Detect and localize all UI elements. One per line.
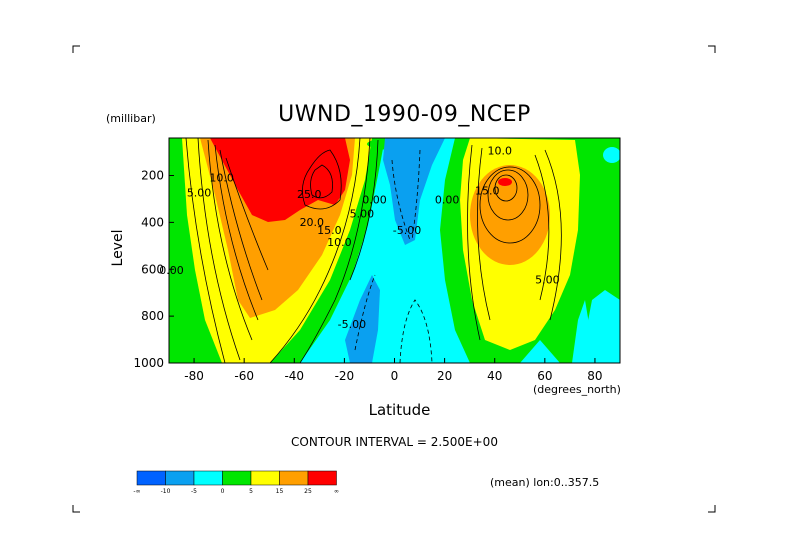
contour-label: 10.0 bbox=[209, 171, 234, 184]
contour-interval-label: CONTOUR INTERVAL = 2.500E+00 bbox=[291, 435, 498, 449]
contour-label: 20.0 bbox=[300, 216, 325, 229]
colorbar-label: 0 bbox=[221, 488, 225, 495]
colorbar-swatch bbox=[136, 470, 166, 486]
x-tick-label: 60 bbox=[537, 369, 552, 383]
x-tick-label: -80 bbox=[184, 369, 204, 383]
contour-label: 0.00 bbox=[159, 264, 184, 277]
y-tick-label: 400 bbox=[141, 215, 164, 229]
y-units-label: (millibar) bbox=[106, 112, 156, 125]
colorbar-label: 15 bbox=[276, 488, 284, 495]
contour-label: 0.00 bbox=[435, 194, 460, 207]
colorbar-label: -10 bbox=[161, 488, 171, 495]
colorbar-swatch bbox=[279, 470, 309, 486]
contour-labels: 10.05.000.0025.020.015.010.05.000.00-5.0… bbox=[159, 144, 559, 330]
colorbar-swatch bbox=[222, 470, 252, 486]
contour-label: 15.0 bbox=[475, 184, 500, 197]
colorbar-label: 25 bbox=[304, 488, 312, 495]
x-tick-label: 80 bbox=[587, 369, 602, 383]
colorbar-swatch bbox=[250, 470, 280, 486]
y-axis-ticks: 200 400 600 800 1000 bbox=[133, 169, 174, 370]
contour-label: -5.00 bbox=[338, 318, 366, 331]
contour-label: 5.00 bbox=[350, 208, 375, 221]
y-tick-label: 200 bbox=[141, 169, 164, 183]
x-tick-label: -20 bbox=[335, 369, 355, 383]
contour-label: 5.00 bbox=[187, 187, 212, 200]
colorbar-label: -∞ bbox=[133, 488, 140, 495]
mean-annotation: (mean) lon:0..357.5 bbox=[490, 476, 600, 489]
y-tick-label: 1000 bbox=[133, 356, 164, 370]
x-axis-ticks: -80 -60 -40 -20 0 20 40 60 80 bbox=[184, 358, 603, 383]
x-tick-label: -60 bbox=[234, 369, 254, 383]
colorbar-swatch bbox=[307, 470, 337, 486]
contour-label: 10.0 bbox=[327, 236, 352, 249]
colorbar-swatch bbox=[193, 470, 223, 486]
x-tick-label: -40 bbox=[284, 369, 304, 383]
contour-label: 15.0 bbox=[317, 224, 342, 237]
x-tick-label: 20 bbox=[437, 369, 452, 383]
y-tick-label: 800 bbox=[141, 309, 164, 323]
colorbar-label: ∞ bbox=[334, 488, 339, 495]
chart-title: UWND_1990-09_NCEP bbox=[278, 102, 531, 127]
contour-fill bbox=[169, 138, 620, 363]
contour-label: 10.0 bbox=[487, 144, 512, 157]
colorbar-swatch bbox=[165, 470, 195, 486]
x-units-label: (degrees_north) bbox=[533, 383, 621, 396]
contour-label: 25.0 bbox=[297, 188, 322, 201]
y-tick-label: 600 bbox=[141, 262, 164, 276]
contour-label: -5.00 bbox=[393, 224, 421, 237]
contour-label: 0.00 bbox=[362, 194, 387, 207]
contour-label: 5.00 bbox=[535, 273, 560, 286]
colorbar-label: -5 bbox=[191, 488, 197, 495]
x-axis-label: Latitude bbox=[368, 401, 431, 419]
colorbar-label: 5 bbox=[249, 488, 253, 495]
crop-marks bbox=[72, 45, 716, 513]
x-tick-label: 40 bbox=[487, 369, 502, 383]
colorbar: -∞ -10 -5 0 5 15 25 ∞ bbox=[133, 470, 339, 495]
x-tick-label: 0 bbox=[391, 369, 399, 383]
